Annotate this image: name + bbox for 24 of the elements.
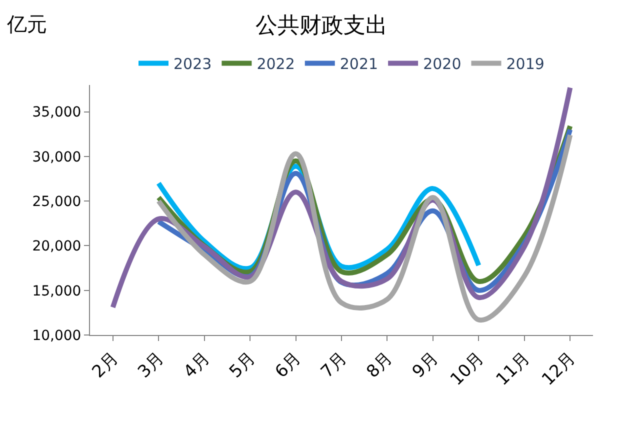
- y-tick-label: 10,000: [32, 328, 82, 344]
- y-tick-label: 15,000: [32, 283, 82, 300]
- y-tick-label: 20,000: [32, 238, 82, 255]
- text: 亿元: [6, 12, 47, 36]
- legend-label: 2019: [506, 55, 544, 74]
- x-tick-label: 11月: [492, 348, 534, 390]
- x-tick-label: 4月: [180, 348, 214, 382]
- x-tick-label: 6月: [271, 348, 306, 382]
- x-tick-label: 5月: [226, 348, 260, 382]
- x-tick-label: 9月: [408, 348, 442, 382]
- y-tick-label: 30,000: [32, 149, 82, 166]
- x-tick-label: 3月: [134, 348, 168, 382]
- x-tick-label: 12月: [538, 348, 580, 390]
- x-tick-label: 10月: [446, 348, 488, 390]
- y-tick-label: 25,000: [32, 194, 82, 210]
- x-tick-label: 2月: [88, 348, 122, 382]
- x-tick-label: 8月: [362, 348, 397, 382]
- x-tick-label: 7月: [317, 348, 352, 382]
- legend-label: 2021: [340, 55, 378, 74]
- legend-label: 2020: [423, 55, 462, 74]
- y-tick-label: 35,000: [32, 104, 82, 121]
- legend-label: 2022: [256, 55, 295, 74]
- chart-title: 公共财政支出: [256, 13, 388, 38]
- legend-label: 2023: [174, 55, 212, 74]
